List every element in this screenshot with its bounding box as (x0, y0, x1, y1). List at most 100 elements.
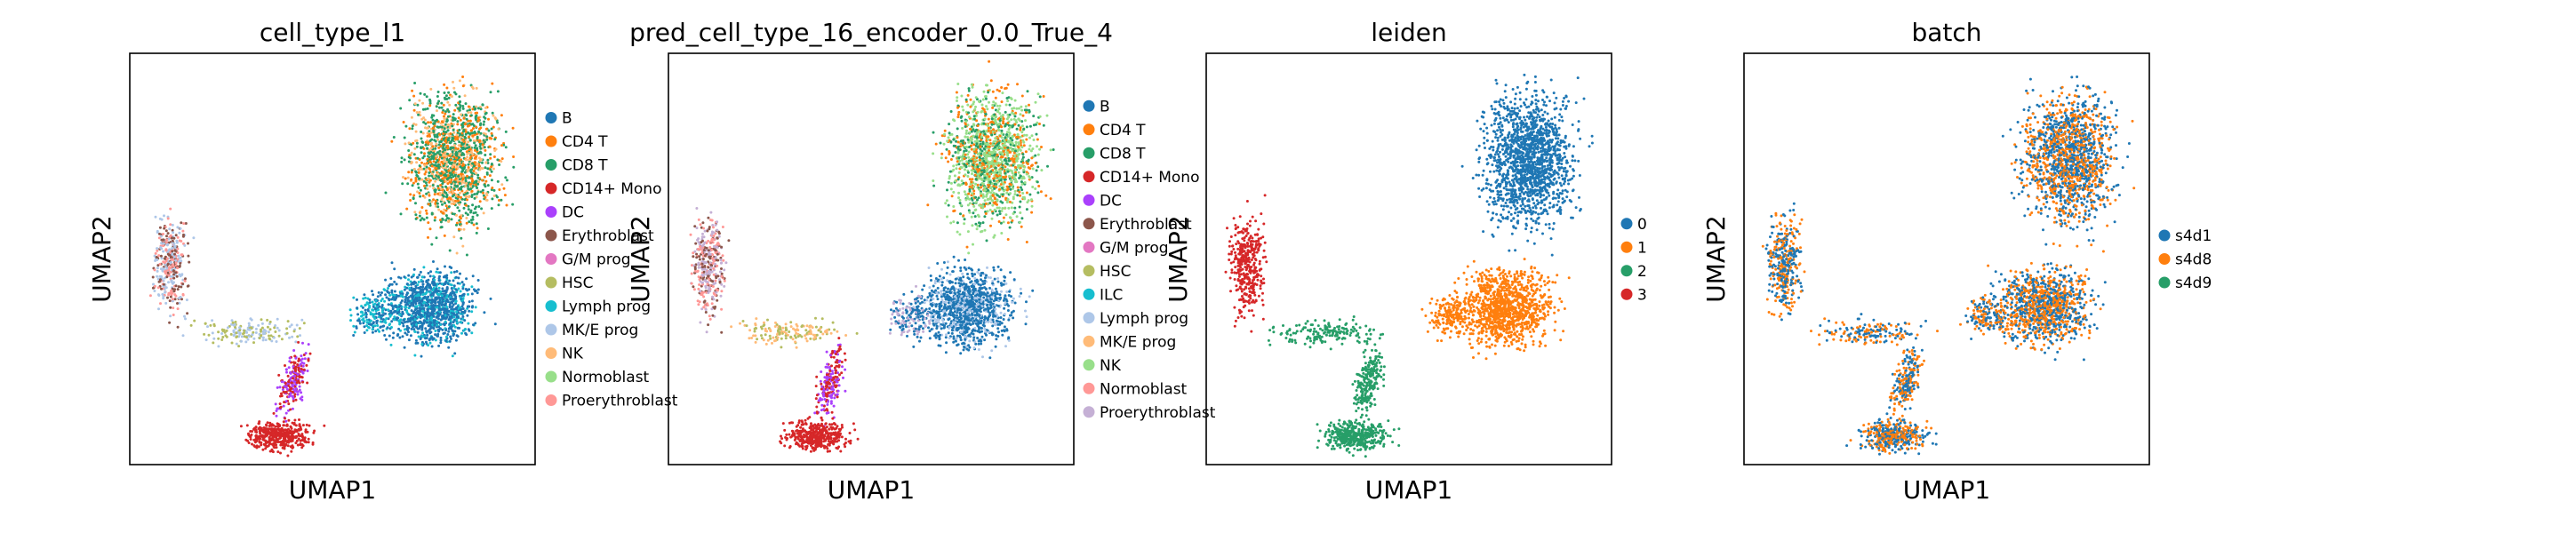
legend-marker (545, 394, 557, 406)
point-HSC (298, 327, 301, 330)
point-CD8 T (1015, 127, 1019, 131)
point-Erythroblast (166, 252, 170, 256)
point-CD4 T (454, 147, 457, 150)
point-CD14+ Mono (292, 430, 295, 434)
point-Proerythroblast (162, 233, 164, 235)
point-CD14+ Mono (306, 381, 309, 385)
point-CD8 T (416, 175, 420, 178)
point-CD8 T (468, 176, 471, 179)
point-B (442, 290, 444, 293)
point-CD4 T (446, 174, 450, 178)
point-DC (274, 402, 277, 406)
point-NK (455, 251, 459, 255)
point-CD8 T (469, 187, 473, 191)
point-Lymph prog (380, 299, 383, 303)
point-NK (997, 129, 1001, 132)
point-CD8 T (428, 199, 431, 202)
point-CD8 T (406, 182, 410, 186)
point-B (412, 304, 415, 307)
point-NK (427, 126, 430, 130)
point-CD4 T (428, 194, 431, 197)
point-CD14+ Mono (286, 454, 290, 457)
point-B (412, 295, 414, 298)
point-NK (1001, 153, 1004, 156)
point-CD8 T (412, 153, 416, 156)
point-CD8 T (473, 131, 476, 134)
point-CD14+ Mono (301, 438, 305, 442)
point-B (430, 326, 434, 330)
point-NK (1015, 107, 1019, 110)
point-CD8 T (428, 171, 431, 174)
point-CD8 T (489, 153, 492, 156)
point-B (464, 331, 468, 335)
point-NK (412, 123, 416, 125)
point-NK (983, 228, 987, 232)
point-CD8 T (462, 153, 466, 156)
point-MK/E prog (288, 336, 291, 339)
point-B (356, 298, 358, 301)
legend-label: B (562, 110, 572, 128)
point-CD4 T (467, 105, 470, 108)
point-CD8 T (439, 220, 443, 224)
point-MK/E prog (177, 254, 180, 258)
point-CD14+ Mono (293, 428, 297, 432)
point-CD8 T (452, 146, 455, 149)
point-NK (414, 123, 418, 126)
point-HSC (229, 332, 233, 336)
point-CD14+ Mono (300, 434, 304, 438)
point-MK/E prog (172, 282, 174, 285)
point-CD14+ Mono (290, 449, 293, 453)
point-CD8 T (1032, 123, 1036, 127)
point-CD4 T (1024, 150, 1028, 154)
point-NK (415, 139, 419, 142)
point-B (452, 270, 456, 274)
point-Lymph prog (421, 309, 425, 313)
point-Lymph prog (393, 315, 396, 319)
point-CD14+ Mono (301, 380, 305, 384)
point-B (429, 270, 433, 274)
point-HSC (245, 336, 248, 339)
point-CD8 T (451, 124, 454, 128)
point-CD14+ Mono (266, 444, 269, 448)
point-NK (466, 155, 469, 159)
point-CD8 T (467, 187, 470, 190)
point-CD14+ Mono (301, 424, 305, 427)
point-B (452, 332, 456, 336)
point-B (380, 291, 383, 294)
point-Lymph prog (398, 319, 402, 322)
point-Lymph prog (405, 309, 409, 313)
point-CD8 T (1005, 162, 1008, 165)
point-CD4 T (428, 227, 432, 231)
point-CD8 T (493, 138, 497, 141)
point-CD4 T (490, 131, 493, 135)
point-CD4 T (470, 189, 474, 193)
point-CD8 T (426, 107, 429, 110)
point-Erythroblast (184, 222, 188, 225)
point-B (398, 336, 402, 339)
point-MK/E prog (261, 336, 265, 339)
point-NK (458, 79, 461, 83)
point-Proerythroblast (176, 266, 180, 270)
point-MK/E prog (226, 326, 229, 330)
point-CD8 T (466, 185, 469, 188)
point-CD8 T (473, 107, 476, 111)
point-Lymph prog (470, 285, 474, 289)
point-CD8 T (460, 197, 464, 201)
point-CD8 T (1005, 133, 1009, 136)
point-NK (452, 131, 456, 134)
point-B (423, 311, 427, 314)
point-CD8 T (475, 231, 478, 235)
point-Erythroblast (187, 242, 189, 245)
point-Erythroblast (166, 296, 169, 299)
point-MK/E prog (211, 331, 214, 335)
point-B (409, 334, 412, 338)
point-NK (1003, 189, 1005, 193)
point-NK (465, 158, 468, 162)
point-CD8 T (476, 187, 479, 189)
point-Lymph prog (400, 290, 404, 293)
point-CD8 T (481, 188, 484, 192)
point-B (439, 336, 443, 339)
point-CD4 T (955, 91, 958, 94)
point-B (433, 323, 436, 327)
point-CD8 T (430, 115, 434, 119)
